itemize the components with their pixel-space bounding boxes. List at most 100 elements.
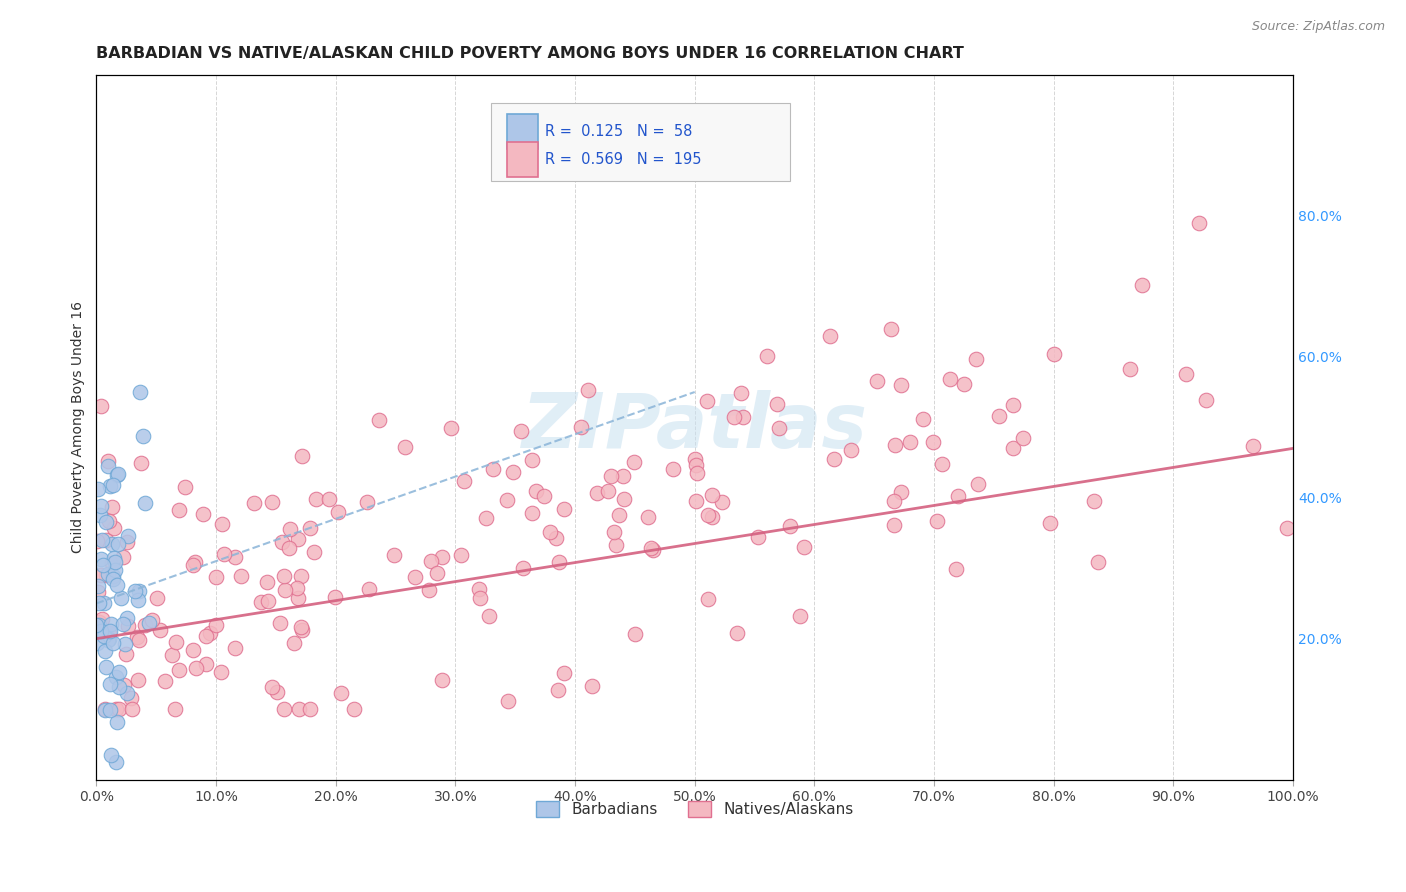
Point [779,519,801,533]
Point [450,548,472,562]
Point [131,428,153,442]
Point [96,567,118,582]
Point [90,568,112,582]
Point [419,554,441,568]
Point [883,493,905,508]
Point [107,467,129,481]
Point [91,612,114,626]
Point [1275,521,1298,535]
Point [120,690,142,705]
Point [637,510,659,524]
Point [100,748,122,763]
Point [890,484,912,499]
Point [89,508,111,523]
Point [467,582,489,597]
Point [100,479,122,493]
Point [922,435,945,450]
Point [623,455,645,469]
Point [520,453,543,467]
Point [194,629,217,643]
Point [90,400,112,414]
Point [538,524,561,539]
Point [200,626,222,640]
Point [498,694,520,708]
Point [277,541,299,555]
Point [115,648,138,662]
Point [86,482,108,496]
Point [440,421,463,435]
Point [356,495,378,509]
Point [298,521,321,535]
Point [134,617,156,632]
Point [768,420,790,434]
Point [112,617,135,632]
Point [1011,431,1033,445]
Point [496,493,519,508]
Point [86,585,108,599]
Point [101,477,124,491]
Point [209,665,232,679]
Point [305,492,328,507]
Point [683,452,706,467]
Point [404,570,426,584]
Point [101,537,124,551]
Point [640,541,662,556]
Point [93,629,115,643]
Point [262,495,284,509]
Point [298,702,321,716]
Point [599,468,621,483]
Point [108,681,131,695]
Point [98,514,121,528]
Point [242,496,264,510]
Point [948,489,970,503]
Point [134,496,156,510]
Point [382,548,405,562]
Point [290,620,312,634]
Point [103,550,125,565]
Point [94,515,117,529]
Point [953,377,976,392]
Point [287,591,309,605]
Point [662,461,685,475]
Point [711,495,734,509]
Point [685,458,707,472]
Point [174,480,197,494]
Point [1002,442,1025,456]
Point [394,440,416,454]
Point [194,657,217,672]
Point [581,679,603,693]
Point [94,643,117,657]
Point [97,458,120,473]
Point [104,563,127,577]
Point [96,453,118,467]
Point [612,469,634,483]
Point [146,591,169,606]
Point [124,584,146,599]
Point [730,385,752,400]
Point [283,636,305,650]
Point [163,702,186,716]
Point [755,349,778,363]
Point [90,552,112,566]
Point [165,635,187,649]
Point [520,506,543,520]
Point [890,377,912,392]
Point [502,465,524,479]
Point [512,560,534,574]
Point [1001,398,1024,412]
Point [576,383,599,397]
Point [127,631,149,645]
Point [318,492,340,507]
Point [127,593,149,607]
Point [191,507,214,521]
Point [939,372,962,386]
Point [117,529,139,543]
Point [927,515,949,529]
Point [510,424,533,438]
Point [129,456,152,470]
Point [112,549,135,564]
Point [1039,516,1062,531]
Point [696,393,718,408]
Point [731,409,754,424]
Point [967,476,990,491]
